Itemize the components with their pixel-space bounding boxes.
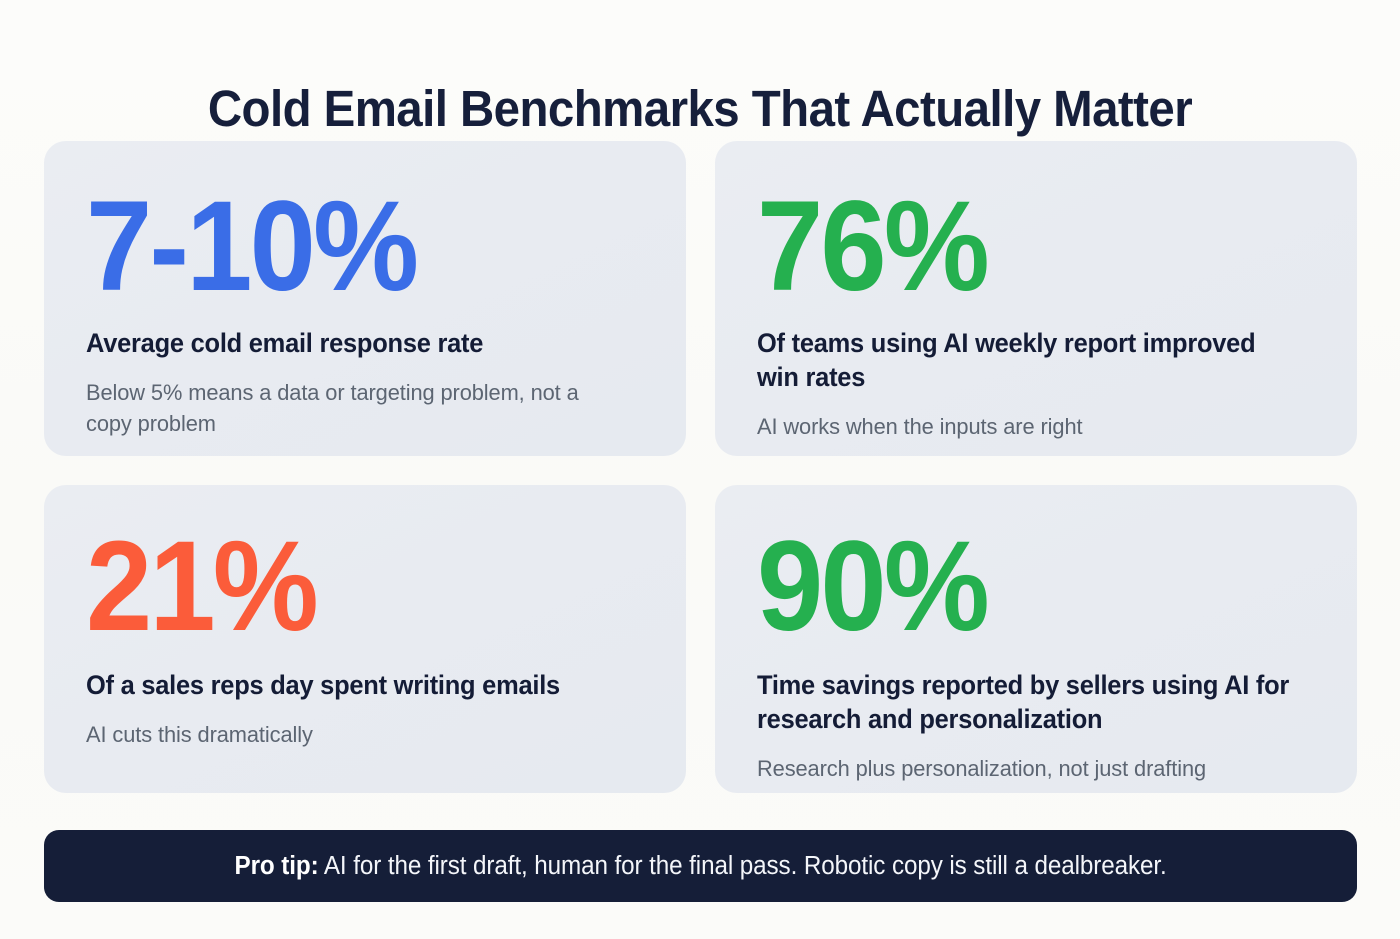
stat-subtext: AI cuts this dramatically — [86, 722, 313, 748]
stat-card-ai-win-rates: 76% Of teams using AI weekly report impr… — [715, 141, 1357, 456]
pro-tip-body: AI for the first draft, human for the fi… — [318, 851, 1167, 880]
stat-heading: Of teams using AI weekly report improved… — [757, 327, 1256, 393]
stat-card-time-savings: 90% Time savings reported by sellers usi… — [715, 485, 1357, 793]
stat-value: 90% — [757, 515, 990, 658]
pro-tip-label: Pro tip: — [234, 851, 319, 880]
stat-value: 21% — [86, 515, 319, 658]
stat-heading: Average cold email response rate — [86, 327, 484, 358]
stat-heading: Of a sales reps day spent writing emails — [86, 669, 560, 700]
stat-card-grid: 7-10% Average cold email response rate B… — [44, 141, 1357, 793]
stat-subtext: Below 5% means a data or targeting probl… — [86, 380, 579, 436]
stat-value: 7-10% — [86, 175, 419, 318]
stat-heading: Time savings reported by sellers using A… — [757, 669, 1290, 735]
page-title: Cold Email Benchmarks That Actually Matt… — [207, 80, 1193, 138]
stat-subtext: Research plus personalization, not just … — [757, 756, 1207, 782]
pro-tip-banner: Pro tip: AI for the first draft, human f… — [44, 830, 1357, 902]
stat-subtext: AI works when the inputs are right — [757, 414, 1083, 440]
stat-value: 76% — [757, 175, 990, 318]
stat-card-response-rate: 7-10% Average cold email response rate B… — [44, 141, 686, 456]
pro-tip-text: Pro tip: AI for the first draft, human f… — [234, 851, 1166, 882]
stat-card-time-writing-emails: 21% Of a sales reps day spent writing em… — [44, 485, 686, 793]
